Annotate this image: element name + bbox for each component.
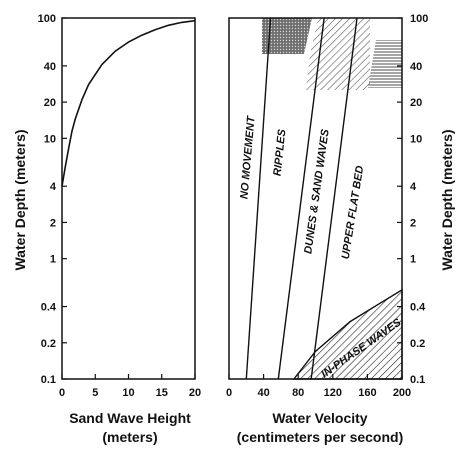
right-y-tick-label: 4 <box>410 181 417 193</box>
left-y-tick-label: 0.1 <box>41 374 56 386</box>
left-y-tick-label: 10 <box>44 133 56 145</box>
right-x-tick-label: 40 <box>257 387 269 399</box>
left-x-axis-units: (meters) <box>102 429 157 445</box>
depth-height-curve <box>61 19 196 187</box>
left-x-axis-title: Sand Wave Height <box>69 410 191 426</box>
right-plot-frame <box>228 17 403 380</box>
right-y-tick-label: 10 <box>410 133 422 145</box>
right-y-axis-title: Water Depth (meters) <box>439 129 455 270</box>
left-chart: 0.1 0.2 0.4 1 2 4 10 20 40 100 0 5 10 15 20 Water Dep… <box>12 13 201 445</box>
right-x-tick-label: 0 <box>226 387 232 399</box>
left-x-tick-label: 15 <box>156 387 168 399</box>
left-y-tick-label: 1 <box>50 254 56 266</box>
regime-boundary-line <box>310 17 358 380</box>
right-y-tick-label: 0.4 <box>410 302 426 314</box>
left-y-tick-label: 0.4 <box>41 302 57 314</box>
flat-bed-texture <box>368 40 402 88</box>
right-x-tick-label: 80 <box>292 387 304 399</box>
regime-boundary-line <box>245 17 272 380</box>
right-chart: 0.1 0.2 0.4 1 2 4 10 20 40 100 0 40 80 120 160 200 NO … <box>226 13 455 445</box>
right-x-ticks: 0 40 80 120 160 200 <box>226 374 411 399</box>
right-x-axis-units: (centimeters per second) <box>237 429 404 445</box>
dunes-texture <box>306 18 370 90</box>
left-x-tick-label: 5 <box>92 387 98 399</box>
left-x-tick-label: 20 <box>189 387 201 399</box>
right-y-tick-label: 100 <box>410 13 428 25</box>
right-y-tick-label: 40 <box>410 61 422 73</box>
right-y-tick-label: 2 <box>410 217 416 229</box>
right-x-tick-label: 120 <box>324 387 342 399</box>
left-x-tick-label: 0 <box>59 387 65 399</box>
left-y-axis-title: Water Depth (meters) <box>12 129 28 270</box>
left-y-tick-label: 2 <box>50 217 56 229</box>
right-y-tick-label: 1 <box>410 254 416 266</box>
region-label-ripples: RIPPLES <box>272 128 289 177</box>
right-x-tick-label: 160 <box>358 387 376 399</box>
regime-boundary-line <box>277 17 325 380</box>
left-y-tick-label: 40 <box>44 61 56 73</box>
region-label-upper-flat-bed: UPPER FLAT BED <box>340 165 367 260</box>
left-x-tick-label: 10 <box>122 387 134 399</box>
regime-boundaries <box>245 17 358 380</box>
left-y-tick-label: 100 <box>38 13 56 25</box>
right-x-tick-label: 200 <box>393 387 411 399</box>
left-y-tick-label: 4 <box>50 181 57 193</box>
region-label-no-movement: NO MOVEMENT <box>238 115 257 200</box>
right-x-axis-title: Water Velocity <box>272 410 367 426</box>
right-y-tick-label: 0.1 <box>410 374 425 386</box>
left-y-tick-label: 0.2 <box>41 338 56 350</box>
right-y-tick-label: 20 <box>410 97 422 109</box>
left-y-ticks: 0.1 0.2 0.4 1 2 4 10 20 40 100 <box>38 13 67 386</box>
right-y-tick-label: 0.2 <box>410 338 425 350</box>
region-label-dunes: DUNES & SAND WAVES <box>302 128 331 255</box>
right-y-ticks: 0.1 0.2 0.4 1 2 4 10 20 40 100 <box>397 13 428 386</box>
left-plot-frame <box>61 17 196 380</box>
left-y-tick-label: 20 <box>44 97 56 109</box>
left-x-ticks: 0 5 10 15 20 <box>59 374 201 399</box>
ripples-texture <box>262 18 312 54</box>
